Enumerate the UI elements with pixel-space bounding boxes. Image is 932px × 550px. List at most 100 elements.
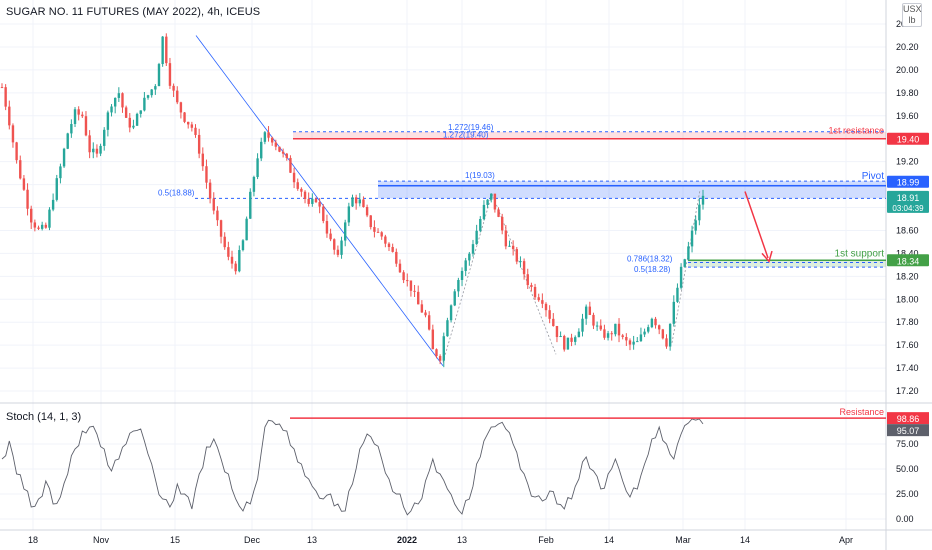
candle-body[interactable] [179,102,183,113]
candle-body[interactable] [522,261,526,275]
candle-body[interactable] [292,172,296,183]
candle-body[interactable] [92,148,95,153]
candle-body[interactable] [563,336,566,350]
candle-body[interactable] [526,274,529,286]
candle-body[interactable] [278,146,281,152]
candle-body[interactable] [453,291,456,306]
candle-body[interactable] [504,230,508,247]
candle-body[interactable] [322,206,325,222]
candle-body[interactable] [132,125,135,128]
candle-body[interactable] [84,116,88,136]
candle-body[interactable] [161,36,164,65]
candle-body[interactable] [296,182,299,189]
candle-body[interactable] [62,148,66,167]
candle-body[interactable] [668,323,672,347]
candle-body[interactable] [336,249,340,255]
candle-body[interactable] [672,301,675,324]
candle-body[interactable] [698,204,701,221]
candle-body[interactable] [420,304,424,313]
candle-body[interactable] [566,337,570,350]
candle-body[interactable] [311,198,314,204]
candle-body[interactable] [380,232,383,237]
candle-body[interactable] [154,86,157,90]
candle-body[interactable] [245,218,248,241]
candle-body[interactable] [395,251,398,264]
candle-body[interactable] [595,325,599,327]
candle-body[interactable] [307,198,310,204]
candle-body[interactable] [165,36,168,64]
candle-body[interactable] [124,107,128,118]
candle-body[interactable] [588,306,592,315]
candle-body[interactable] [537,297,540,301]
candle-body[interactable] [694,220,697,231]
candle-body[interactable] [252,176,256,192]
candle-body[interactable] [457,279,460,292]
candle-body[interactable] [497,209,500,217]
candle-body[interactable] [44,224,48,228]
candle-body[interactable] [340,240,343,255]
candle-body[interactable] [150,89,153,96]
candle-body[interactable] [500,216,504,231]
candle-body[interactable] [617,323,621,336]
candle-body[interactable] [77,109,80,115]
candle-body[interactable] [427,315,431,330]
candle-body[interactable] [347,206,351,223]
candle-body[interactable] [413,290,416,292]
candle-body[interactable] [37,227,40,229]
candle-body[interactable] [216,210,219,221]
candle-body[interactable] [614,323,617,335]
candle-body[interactable] [289,157,292,173]
candle-body[interactable] [508,245,511,247]
candle-body[interactable] [654,318,657,326]
candle-body[interactable] [263,132,267,142]
candle-body[interactable] [606,333,610,338]
candle-body[interactable] [110,106,113,113]
candle-body[interactable] [234,263,237,272]
candle-body[interactable] [373,227,376,232]
candle-body[interactable] [95,148,99,154]
candle-body[interactable] [30,208,33,223]
candle-body[interactable] [687,246,690,260]
candle-body[interactable] [197,134,201,154]
candle-body[interactable] [643,331,646,335]
abcd-pattern-line[interactable] [671,190,701,343]
candle-body[interactable] [559,336,562,338]
candle-body[interactable] [475,230,478,245]
candle-body[interactable] [139,110,142,114]
candle-body[interactable] [103,129,106,146]
candle-body[interactable] [333,239,336,250]
candle-body[interactable] [281,151,285,154]
candle-body[interactable] [449,305,453,321]
candle-body[interactable] [270,137,274,143]
candle-body[interactable] [194,127,197,135]
candle-body[interactable] [679,266,683,288]
candle-body[interactable] [354,197,358,204]
candle-body[interactable] [343,222,347,241]
candle-body[interactable] [577,331,581,338]
candle-body[interactable] [548,310,551,319]
candle-body[interactable] [51,199,55,210]
candle-body[interactable] [300,188,303,192]
candle-body[interactable] [690,230,694,247]
candle-body[interactable] [574,337,577,342]
candle-body[interactable] [314,198,318,203]
projection-arrow[interactable] [744,191,769,259]
candle-body[interactable] [384,236,387,244]
candle-body[interactable] [267,132,270,138]
abcd-pattern-line[interactable] [442,193,493,363]
candle-body[interactable] [22,178,26,190]
candle-body[interactable] [621,335,624,338]
candle-body[interactable] [661,329,665,339]
candle-body[interactable] [303,191,307,199]
candle-body[interactable] [464,260,467,271]
candle-body[interactable] [398,263,402,273]
candle-body[interactable] [406,280,409,282]
candle-body[interactable] [227,247,230,257]
candle-body[interactable] [113,97,117,107]
candle-body[interactable] [187,121,190,125]
candle-body[interactable] [533,286,537,298]
candle-body[interactable] [256,158,259,177]
candle-body[interactable] [358,199,362,204]
candle-body[interactable] [4,87,7,107]
